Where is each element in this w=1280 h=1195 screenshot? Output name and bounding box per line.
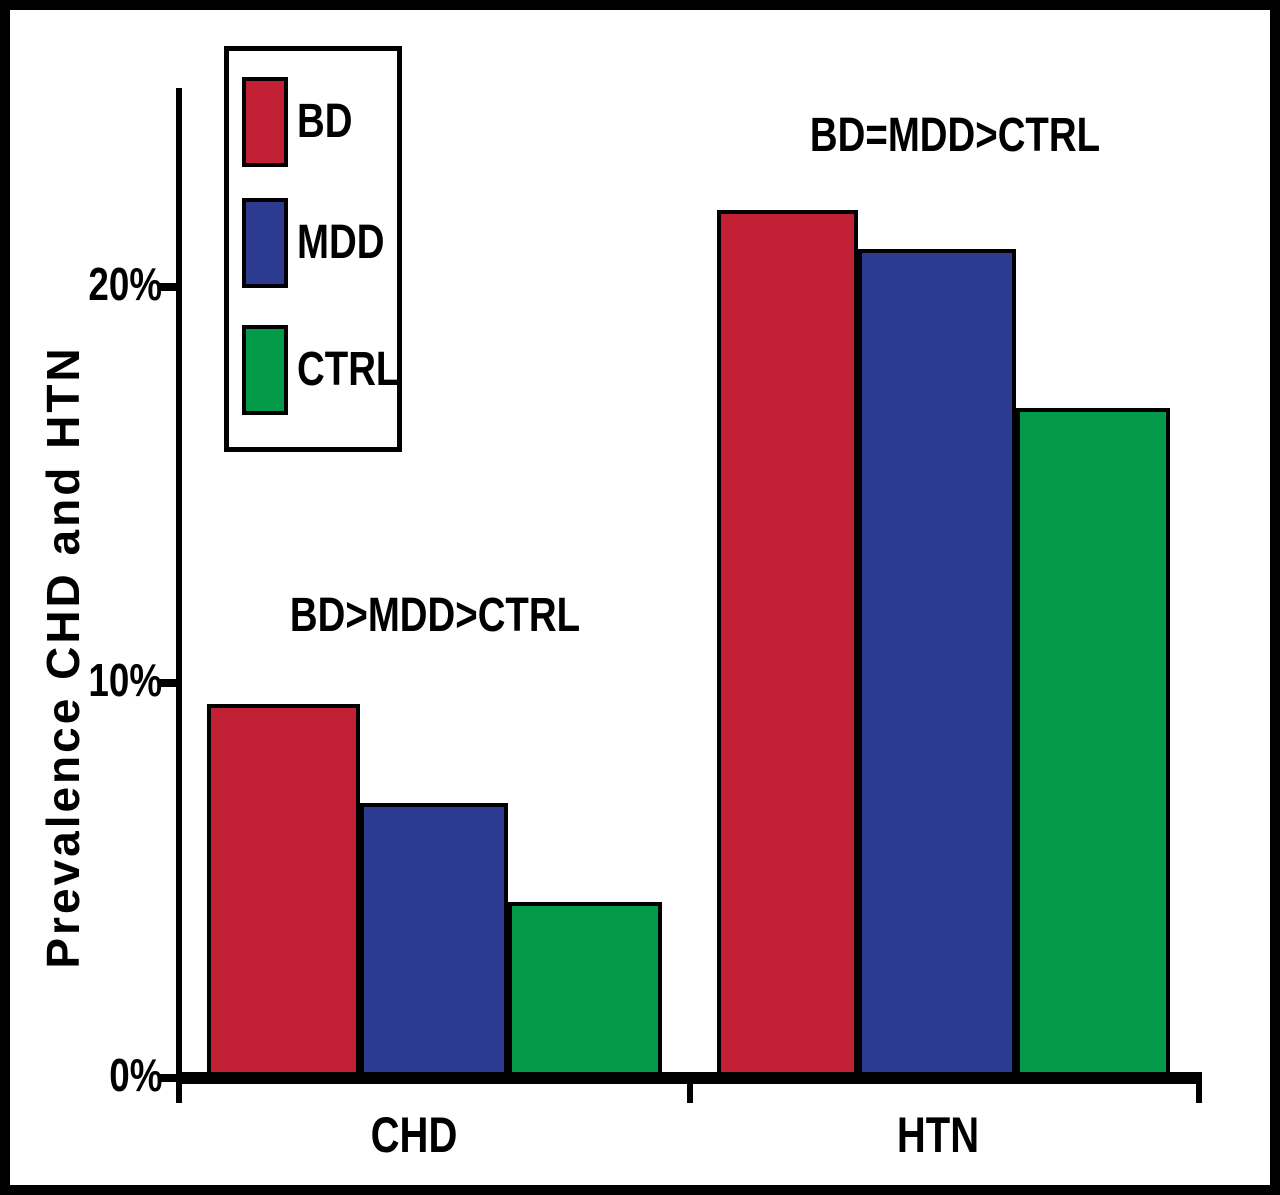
y-axis-line <box>176 88 182 1103</box>
y-tick-label-10: 10% <box>88 653 162 706</box>
legend-swatch-mdd <box>242 198 288 288</box>
legend-label-ctrl: CTRL <box>297 343 400 396</box>
y-tick-label-20: 20% <box>88 258 162 310</box>
x-axis-group-divider-tick <box>687 1072 693 1103</box>
y-tick-20 <box>159 283 176 291</box>
bar-chd-ctrl <box>508 902 662 1080</box>
annotation-chd: BD>MDD>CTRL <box>289 589 581 642</box>
legend-label-bd: BD <box>297 95 353 148</box>
legend-item-mdd: MDD <box>242 198 406 288</box>
category-label-chd: CHD <box>370 1107 458 1163</box>
legend-label-mdd: MDD <box>297 216 385 269</box>
x-axis-end-tick <box>1196 1072 1202 1103</box>
legend: BD MDD CTRL <box>224 46 402 452</box>
y-tick-label-0: 0% <box>108 1049 162 1101</box>
bar-htn-mdd <box>858 249 1016 1080</box>
y-tick-0 <box>159 1074 176 1082</box>
y-tick-10 <box>159 678 176 687</box>
annotation-htn: BD=MDD>CTRL <box>809 109 1101 162</box>
legend-swatch-bd <box>242 77 288 167</box>
bar-htn-bd <box>717 209 858 1080</box>
bar-chd-bd <box>207 704 360 1080</box>
bar-htn-ctrl <box>1016 407 1170 1080</box>
legend-swatch-ctrl <box>242 325 288 415</box>
category-label-htn: HTN <box>896 1107 980 1163</box>
legend-item-ctrl: CTRL <box>242 325 425 415</box>
legend-item-bd: BD <box>242 77 366 167</box>
bar-chd-mdd <box>360 803 508 1080</box>
